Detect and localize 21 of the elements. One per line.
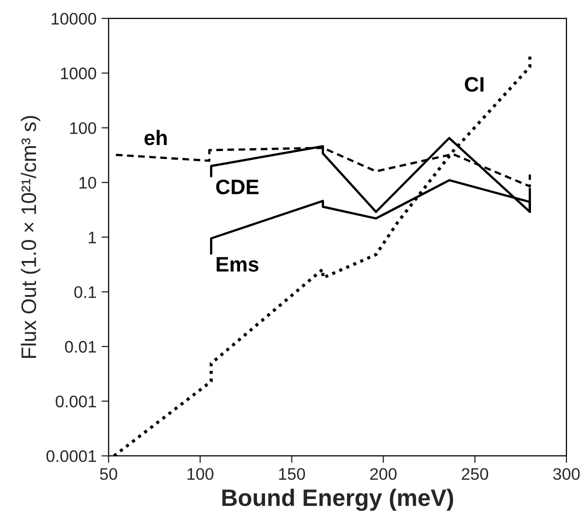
series-label: CI	[464, 76, 484, 92]
series-label: eh	[144, 130, 167, 146]
y-tick-label: 0.1	[74, 286, 96, 298]
x-axis-title: Bound Energy (meV)	[222, 488, 454, 511]
x-tick-label: 50	[100, 468, 118, 480]
y-tick-label: 1000	[60, 68, 96, 80]
x-tick-label: 250	[462, 468, 488, 480]
y-tick-label: 0.001	[56, 396, 96, 408]
y-tick-label: 10000	[52, 12, 96, 25]
y-tick-label: 1	[88, 232, 96, 244]
y-tick-label: 0.0001	[46, 450, 96, 462]
y-tick-label: 0.01	[65, 340, 96, 353]
y-tick-label: 100	[70, 122, 96, 134]
y-tick-label: 10	[80, 176, 96, 189]
x-tick-label: 150	[279, 468, 305, 480]
y-axis-title: Flux Out (1.0 × 10²¹/cm³ s)	[20, 116, 40, 358]
x-tick-label: 100	[188, 468, 214, 480]
x-tick-label: 300	[553, 468, 580, 480]
series-label: Ems	[216, 257, 258, 272]
series-label: CDE	[216, 180, 258, 194]
x-tick-label: 200	[370, 468, 397, 480]
